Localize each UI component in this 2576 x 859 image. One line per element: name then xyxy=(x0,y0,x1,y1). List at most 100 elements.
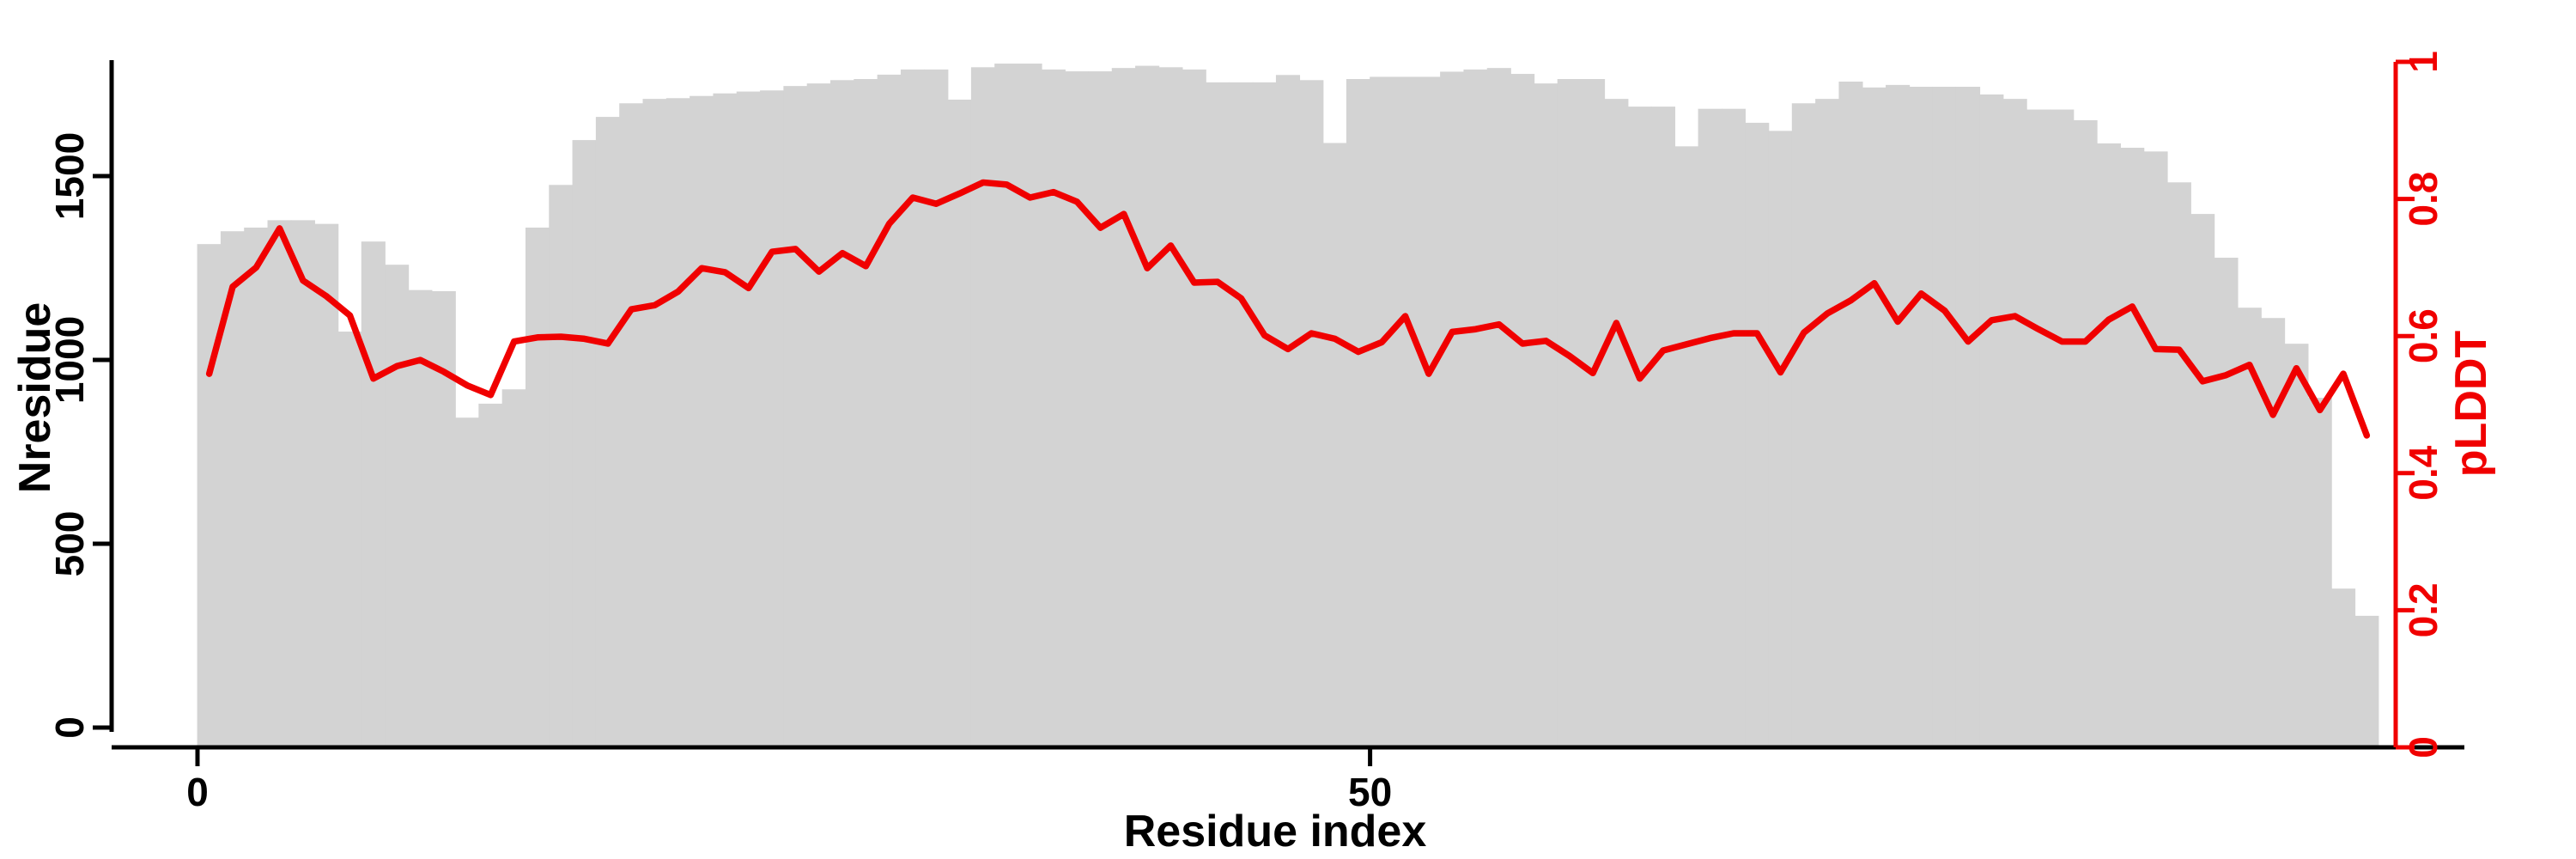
nresidue-bar xyxy=(1698,108,1722,746)
nresidue-bar xyxy=(361,241,386,746)
plddt-line-series xyxy=(205,179,2371,439)
nresidue-bar xyxy=(501,389,526,746)
nresidue-bar xyxy=(642,99,667,746)
nresidue-bar xyxy=(1745,122,1770,746)
nresidue-bar xyxy=(1886,84,1911,746)
nresidue-bar xyxy=(1041,69,1066,746)
nresidue-bar xyxy=(1955,87,1981,746)
nresidue-bar xyxy=(1604,99,1629,746)
nresidue-bar xyxy=(1510,74,1535,746)
nresidue-bar xyxy=(1815,99,1840,746)
nresidue-bar xyxy=(1018,64,1042,746)
nresidue-bar xyxy=(2330,588,2356,746)
nresidue-bar xyxy=(970,67,995,746)
nresidue-bar xyxy=(2237,308,2262,746)
nresidue-bar xyxy=(619,103,644,746)
nresidue-bar xyxy=(1557,79,1582,746)
nresidue-bar xyxy=(549,185,574,746)
nresidue-bar xyxy=(431,290,456,746)
nresidue-bar xyxy=(267,220,292,746)
nresidue-bar xyxy=(455,417,480,746)
nresidue-bar xyxy=(1463,69,1488,746)
nresidue-bar xyxy=(1252,82,1277,746)
right-tick-label: 0.2 xyxy=(2401,582,2445,637)
left-y-axis: 0 500 1000 1500 xyxy=(47,60,114,739)
nresidue-bar xyxy=(2261,318,2286,746)
nresidue-bar xyxy=(385,265,410,746)
nresidue-bar xyxy=(1135,65,1160,746)
nresidue-bar xyxy=(1581,79,1606,746)
nresidue-bar xyxy=(1791,103,1816,746)
nresidue-bar xyxy=(1111,68,1136,746)
nresidue-bar xyxy=(1158,67,1183,746)
nresidue-bar xyxy=(314,223,339,746)
right-tick-label: 1 xyxy=(2401,51,2445,73)
nresidue-bar xyxy=(1206,82,1230,746)
nresidue-bar xyxy=(572,140,597,746)
x-axis: 0 50 xyxy=(112,745,2464,814)
right-y-axis-title: pLDDT xyxy=(2446,331,2496,478)
nresidue-bar xyxy=(1088,71,1113,746)
nresidue-bar xyxy=(1979,94,2004,746)
right-tick-label: 0.8 xyxy=(2401,172,2445,227)
nresidue-bar xyxy=(525,227,550,746)
nresidue-bar xyxy=(1650,107,1676,746)
nresidue-bar xyxy=(1862,87,1886,746)
nresidue-bar xyxy=(1440,71,1465,746)
nresidue-bar xyxy=(854,79,878,746)
left-tick-label: 0 xyxy=(47,716,92,739)
left-tick-label: 1500 xyxy=(47,132,92,220)
nresidue-bar xyxy=(830,80,855,746)
nresidue-bars-series xyxy=(197,64,2379,746)
nresidue-bar xyxy=(1182,69,1206,746)
nresidue-bar xyxy=(2190,214,2215,746)
nresidue-bar xyxy=(2143,151,2168,746)
right-tick-label: 0 xyxy=(2401,736,2445,758)
nresidue-bar xyxy=(1299,80,1324,746)
left-tick-label: 1000 xyxy=(47,316,92,404)
nresidue-bar xyxy=(783,86,808,746)
nresidue-bar xyxy=(1486,68,1511,746)
nresidue-bar xyxy=(806,83,831,746)
nresidue-bar xyxy=(1909,87,1934,746)
x-tick-label: 0 xyxy=(186,770,209,814)
nresidue-bar xyxy=(1322,143,1347,746)
nresidue-bar xyxy=(713,93,738,746)
nresidue-bar xyxy=(947,99,972,746)
nresidue-bar xyxy=(1627,107,1652,746)
nresidue-bar xyxy=(1674,146,1699,746)
nresidue-bar xyxy=(760,90,785,746)
nresidue-bar xyxy=(2307,398,2332,746)
nresidue-bar xyxy=(2073,119,2098,746)
nresidue-bar xyxy=(1534,83,1558,746)
nresidue-bar xyxy=(2026,109,2051,746)
nresidue-bar xyxy=(595,117,621,746)
nresidue-bar xyxy=(1065,71,1090,746)
nresidue-bar xyxy=(665,98,690,746)
nresidue-bar xyxy=(2214,258,2239,746)
nresidue-bar xyxy=(924,69,949,746)
nresidue-bar xyxy=(900,69,926,746)
nresidue-bar xyxy=(1416,76,1441,746)
nresidue-bar xyxy=(690,95,714,746)
nresidue-bar xyxy=(2096,143,2121,746)
nresidue-bar xyxy=(337,332,362,746)
nresidue-bar xyxy=(1370,76,1394,746)
x-axis-title: Residue index xyxy=(1124,807,1427,856)
nresidue-bar xyxy=(1346,79,1370,746)
nresidue-bar xyxy=(478,403,503,746)
nresidue-bar xyxy=(244,227,269,746)
nresidue-bar xyxy=(197,244,222,746)
x-tick-label: 50 xyxy=(1348,770,1392,814)
left-tick-label: 500 xyxy=(47,511,92,577)
right-y-axis: 0 0.2 0.4 0.6 0.8 1 xyxy=(2393,51,2445,758)
nresidue-bar xyxy=(2002,99,2027,746)
nresidue-bar xyxy=(1275,75,1301,746)
nresidue-bar xyxy=(1393,76,1418,746)
nresidue-bar xyxy=(994,64,1019,746)
nresidue-bar xyxy=(1838,82,1863,746)
nresidue-bar xyxy=(1932,87,1957,746)
right-tick-label: 0.4 xyxy=(2401,445,2445,500)
